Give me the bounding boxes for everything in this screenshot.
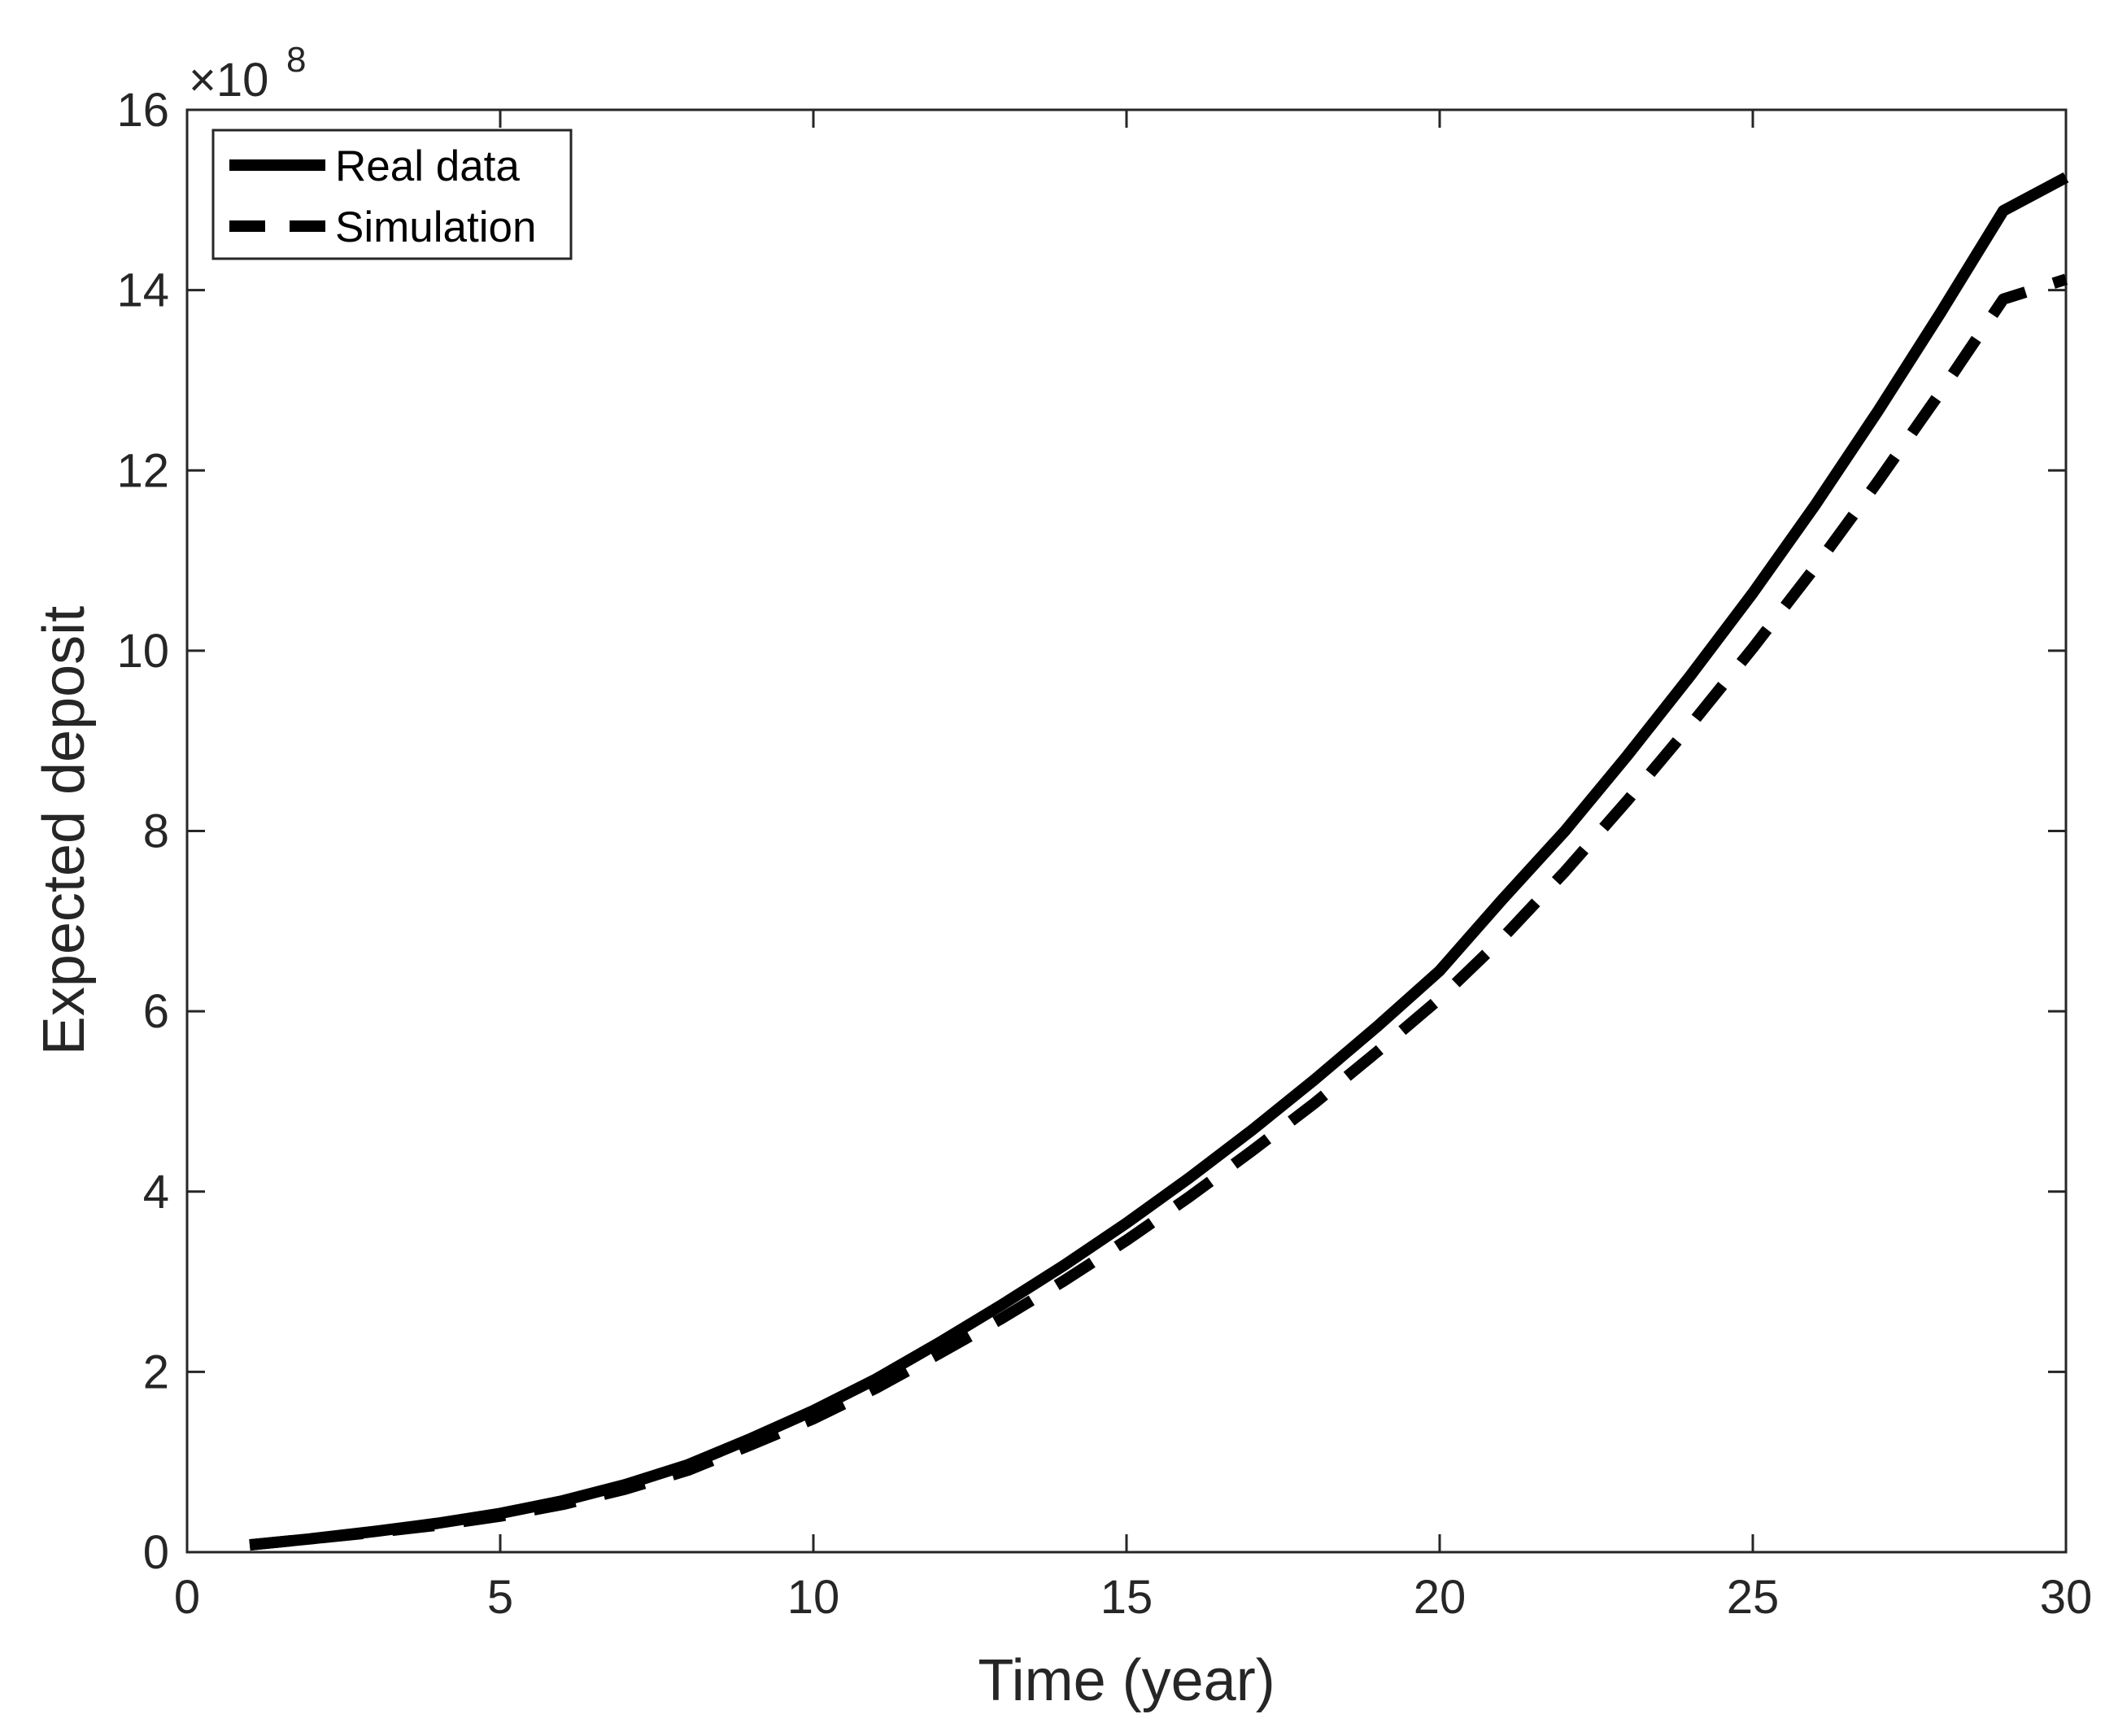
x-tick-label: 15 [1100, 1571, 1153, 1624]
x-tick-label: 25 [1727, 1571, 1780, 1624]
y-tick-label: 0 [143, 1526, 169, 1579]
legend-box [211, 129, 573, 260]
legend-label-real-data: Real data [335, 142, 520, 190]
x-axis-ticks: 0 5 10 15 20 25 30 [174, 110, 2092, 1624]
x-tick-label: 10 [787, 1571, 840, 1624]
y-tick-label: 8 [143, 805, 169, 858]
y-tick-label: 4 [143, 1166, 169, 1219]
series-line-simulation [249, 273, 2068, 1551]
y-tick-label: 12 [116, 444, 169, 497]
y-axis-label: Expected deposit [32, 606, 97, 1055]
series-layer [249, 172, 2069, 1551]
y-tick-label: 6 [143, 985, 169, 1038]
legend: Real data Simulation [211, 129, 573, 260]
x-tick-label: 20 [1414, 1571, 1467, 1624]
y-axis-ticks: 0 2 4 6 8 10 12 14 16 [116, 84, 2066, 1579]
legend-label-simulation: Simulation [335, 203, 536, 251]
x-tick-label: 30 [2040, 1571, 2093, 1624]
y-tick-label: 10 [116, 625, 169, 678]
y-axis-exponent-base: ×10 [189, 54, 268, 107]
plot-area [185, 108, 2068, 1554]
x-axis-label: Time (year) [978, 1648, 1275, 1713]
y-axis-exponent-power: 8 [286, 40, 306, 80]
x-tick-label: 0 [174, 1571, 200, 1624]
y-tick-label: 2 [143, 1346, 169, 1398]
y-tick-label: 14 [116, 264, 169, 317]
x-tick-label: 5 [487, 1571, 513, 1624]
y-tick-label: 16 [116, 84, 169, 137]
